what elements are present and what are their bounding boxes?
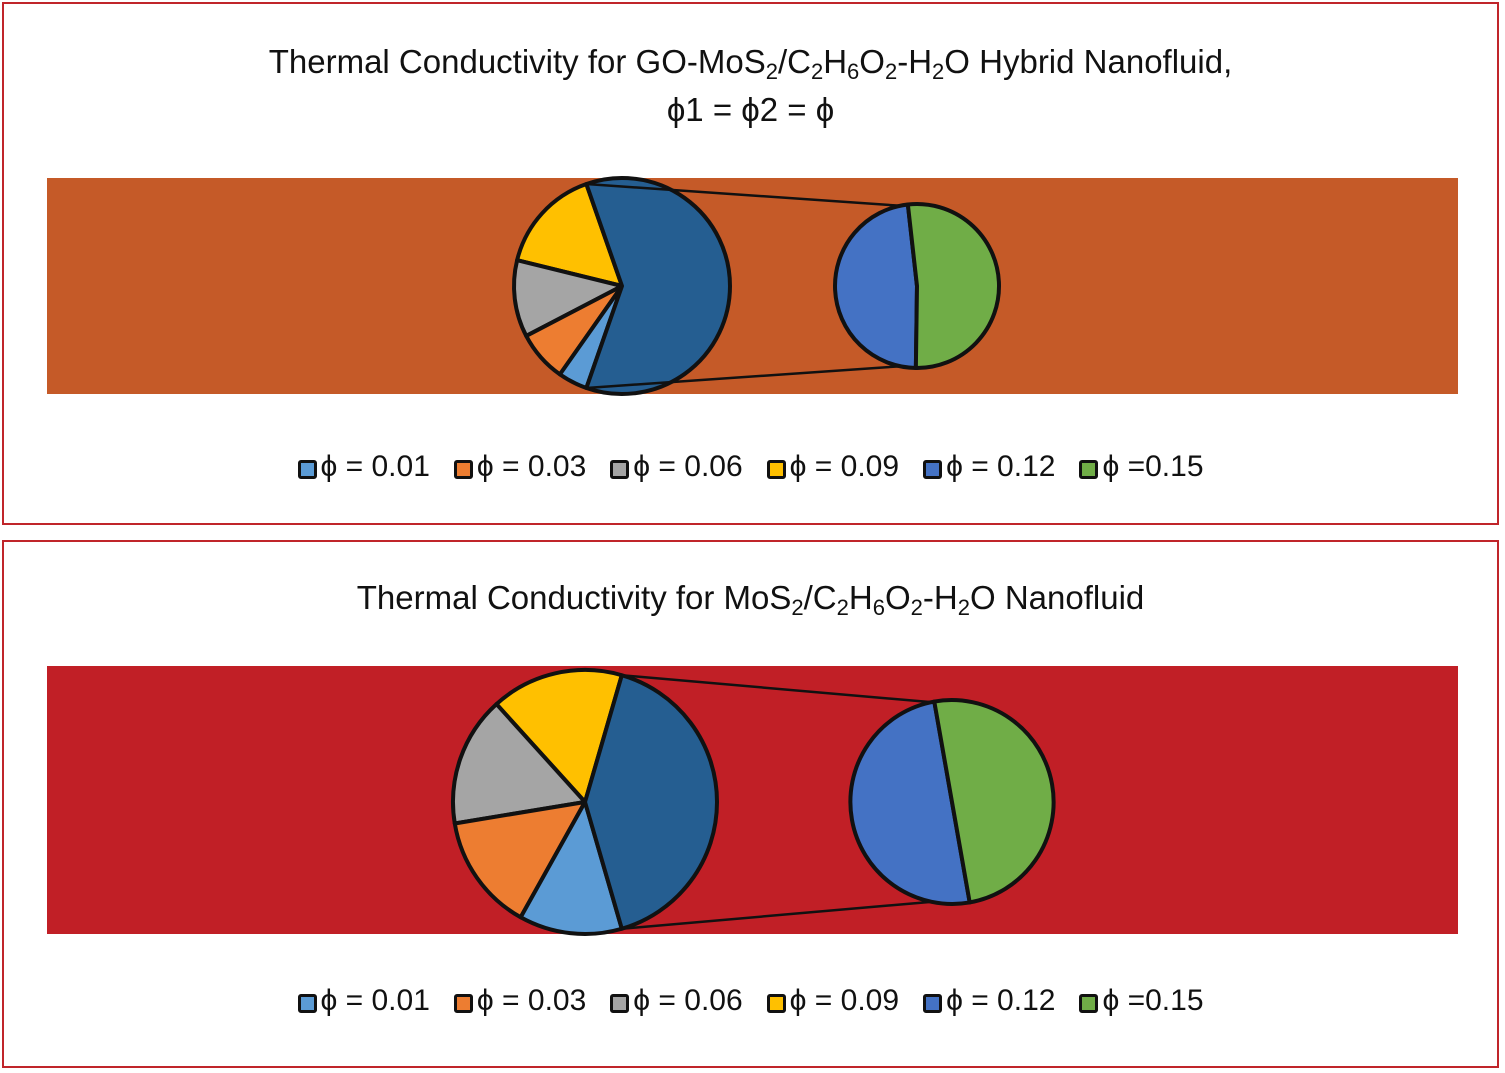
legend-item: ϕ =0.15 xyxy=(1079,450,1204,484)
connector-line-bottom xyxy=(621,900,930,931)
legend-label: ϕ = 0.12 xyxy=(946,984,1056,1017)
legend: ϕ = 0.01 ϕ = 0.03 ϕ = 0.06 ϕ = 0.09 ϕ = 0.12… xyxy=(4,984,1497,1018)
legend-label: ϕ = 0.01 xyxy=(320,450,430,483)
legend-item: ϕ = 0.03 xyxy=(453,450,587,484)
connector-line-top xyxy=(586,182,900,207)
legend: ϕ = 0.01 ϕ = 0.03 ϕ = 0.06 ϕ = 0.09 ϕ = 0.12… xyxy=(4,450,1497,484)
legend-item: ϕ = 0.06 xyxy=(610,450,743,484)
legend-swatch xyxy=(297,994,317,1013)
legend-item: ϕ = 0.03 xyxy=(453,984,587,1018)
legend-label: ϕ =0.15 xyxy=(1102,984,1204,1017)
chart-panel-hybrid: Thermal Conductivity for GO-MoS2/C2H6O2-… xyxy=(2,2,1499,525)
legend-label: ϕ = 0.06 xyxy=(633,450,743,483)
pie-slice-0.12 xyxy=(848,699,972,906)
plot-area xyxy=(47,176,1458,396)
legend-swatch xyxy=(297,460,317,479)
legend-swatch xyxy=(1079,460,1099,479)
pie-slice-0.09 xyxy=(494,668,624,804)
connector-line-bottom xyxy=(586,365,900,390)
pie-slice-0.06 xyxy=(512,258,624,338)
pie-slice-other xyxy=(584,176,732,396)
legend-label: ϕ = 0.01 xyxy=(320,984,430,1017)
legend-swatch xyxy=(610,460,630,479)
legend-label: ϕ = 0.09 xyxy=(789,984,900,1017)
legend-swatch xyxy=(766,460,786,479)
pie-slice-0.01 xyxy=(518,800,624,936)
legend-item: ϕ = 0.12 xyxy=(923,450,1055,484)
chart-title: Thermal Conductivity for GO-MoS2/C2H6O2-… xyxy=(268,43,1233,84)
legend-swatch xyxy=(923,994,943,1013)
legend-item: ϕ =0.15 xyxy=(1079,984,1204,1018)
legend-item: ϕ = 0.09 xyxy=(766,984,900,1018)
chart-panel-mos2: Thermal Conductivity for MoS2/C2H6O2-H2O… xyxy=(2,540,1499,1068)
pie-slice-0.03 xyxy=(452,800,587,920)
pie-slice-0.06 xyxy=(451,702,587,826)
plot-area xyxy=(47,666,1458,936)
legend-swatch xyxy=(453,460,473,479)
legend-label: ϕ =0.15 xyxy=(1102,450,1204,483)
legend-item: ϕ = 0.06 xyxy=(610,984,743,1018)
legend-label: ϕ = 0.09 xyxy=(789,450,900,483)
legend-label: ϕ = 0.06 xyxy=(633,984,743,1017)
connector-line-top xyxy=(621,673,930,704)
legend-swatch xyxy=(610,994,630,1013)
legend-item: ϕ = 0.12 xyxy=(923,984,1055,1018)
legend-swatch xyxy=(766,994,786,1013)
chart-title: Thermal Conductivity for MoS2/C2H6O2-H2O… xyxy=(356,579,1145,620)
pie-slice-0.15 xyxy=(932,698,1056,905)
legend-label: ϕ = 0.12 xyxy=(946,450,1056,483)
legend-swatch xyxy=(453,994,473,1013)
legend-swatch xyxy=(923,460,943,479)
legend-label: ϕ = 0.03 xyxy=(476,450,587,483)
pie-slice-0.12 xyxy=(833,202,919,370)
legend-item: ϕ = 0.09 xyxy=(766,450,900,484)
pie-chart xyxy=(47,666,1458,936)
legend-item: ϕ = 0.01 xyxy=(297,450,430,484)
legend-item: ϕ = 0.01 xyxy=(297,984,430,1018)
pie-chart xyxy=(47,176,1458,396)
pie-slice-0.09 xyxy=(515,182,624,288)
pie-slice-0.15 xyxy=(905,202,1001,370)
legend-label: ϕ = 0.03 xyxy=(476,984,587,1017)
plot-background xyxy=(47,178,1458,394)
pie-slice-other xyxy=(583,673,720,931)
chart-title-line2: ϕ1 = ϕ2 = ϕ xyxy=(666,91,835,128)
legend-swatch xyxy=(1079,994,1099,1013)
plot-background xyxy=(47,666,1458,934)
